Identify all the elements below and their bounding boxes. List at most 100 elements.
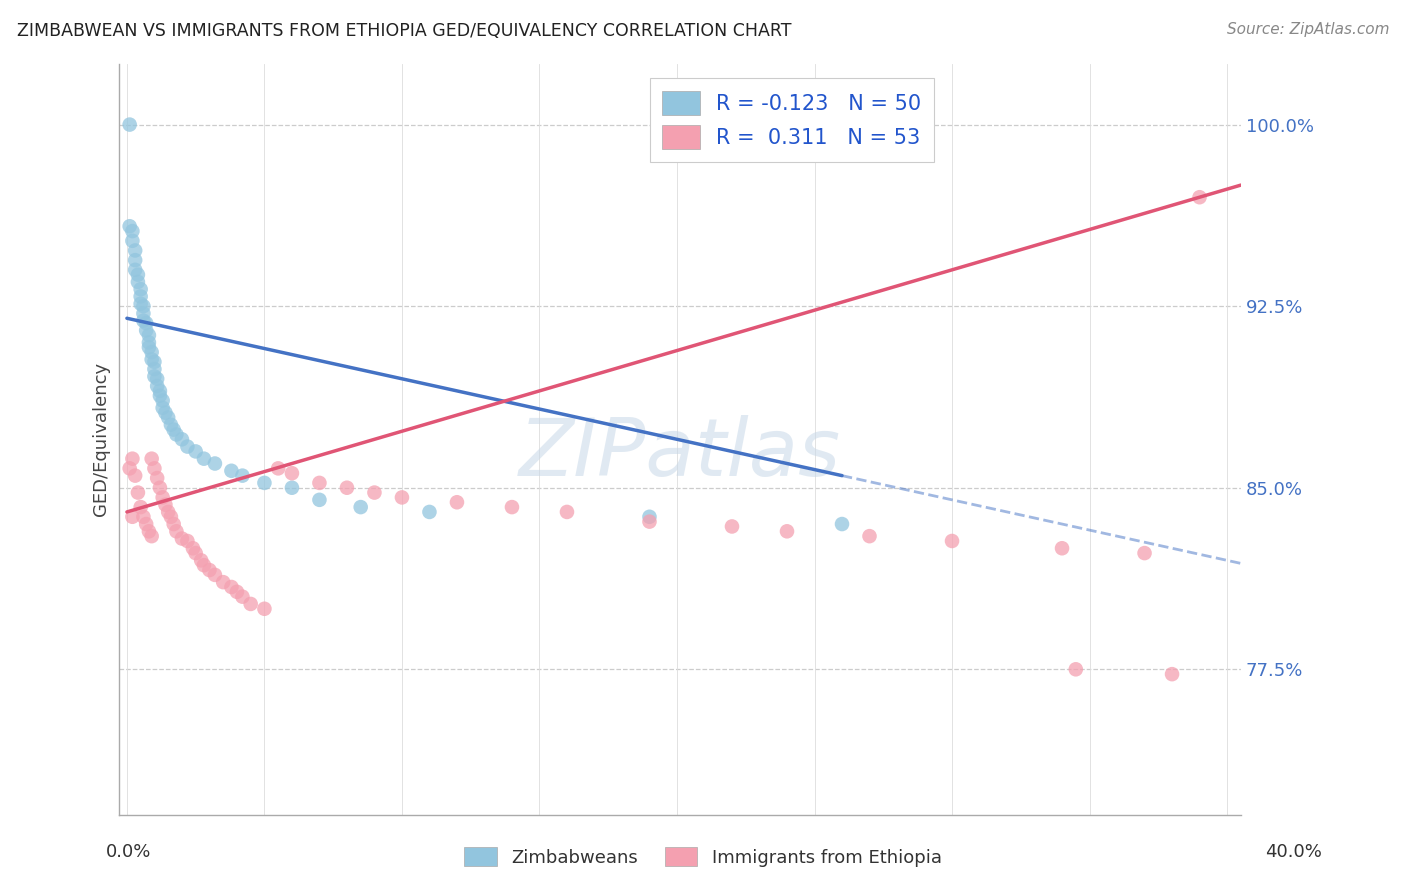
Text: 0.0%: 0.0% <box>105 843 150 861</box>
Point <box>858 529 880 543</box>
Point <box>121 224 143 238</box>
Point <box>135 323 157 337</box>
Text: ZIMBABWEAN VS IMMIGRANTS FROM ETHIOPIA GED/EQUIVALENCY CORRELATION CHART: ZIMBABWEAN VS IMMIGRANTS FROM ETHIOPIA G… <box>17 22 792 40</box>
Point <box>231 590 253 604</box>
Point <box>141 451 163 466</box>
Point <box>231 468 253 483</box>
Point <box>138 340 160 354</box>
Text: ZIPatlas: ZIPatlas <box>519 416 841 493</box>
Point <box>121 234 143 248</box>
Point <box>155 406 177 420</box>
Point <box>253 601 276 615</box>
Point <box>118 461 141 475</box>
Point <box>308 492 330 507</box>
Point <box>163 423 186 437</box>
Point <box>127 275 149 289</box>
Point <box>135 316 157 330</box>
Point <box>501 500 523 514</box>
Point <box>132 509 155 524</box>
Point <box>124 244 146 258</box>
Point <box>138 335 160 350</box>
Point <box>149 384 172 398</box>
Point <box>350 500 373 514</box>
Point <box>239 597 262 611</box>
Point <box>152 393 174 408</box>
Point <box>141 345 163 359</box>
Point <box>146 471 169 485</box>
Point <box>204 457 226 471</box>
Point <box>170 532 193 546</box>
Point <box>132 306 155 320</box>
Point <box>129 500 152 514</box>
Point <box>157 410 180 425</box>
Point <box>155 498 177 512</box>
Point <box>184 444 207 458</box>
Point <box>1133 546 1156 560</box>
Point <box>124 253 146 268</box>
Point <box>143 362 166 376</box>
Point <box>638 515 661 529</box>
Point <box>146 379 169 393</box>
Point <box>221 580 243 594</box>
Text: 40.0%: 40.0% <box>1265 843 1322 861</box>
Point <box>1161 667 1184 681</box>
Point <box>141 529 163 543</box>
Point <box>308 475 330 490</box>
Point <box>149 389 172 403</box>
Legend: Zimbabweans, Immigrants from Ethiopia: Zimbabweans, Immigrants from Ethiopia <box>457 840 949 874</box>
Point <box>152 401 174 415</box>
Point <box>132 314 155 328</box>
Point <box>132 299 155 313</box>
Point <box>184 546 207 560</box>
Point <box>138 328 160 343</box>
Point <box>149 481 172 495</box>
Point <box>163 516 186 531</box>
Point <box>138 524 160 539</box>
Point <box>226 584 249 599</box>
Point <box>129 297 152 311</box>
Point <box>127 268 149 282</box>
Point <box>124 263 146 277</box>
Point <box>135 516 157 531</box>
Point <box>363 485 385 500</box>
Point <box>160 509 183 524</box>
Point <box>165 524 187 539</box>
Y-axis label: GED/Equivalency: GED/Equivalency <box>93 362 110 516</box>
Point <box>776 524 799 539</box>
Point <box>143 461 166 475</box>
Point <box>121 451 143 466</box>
Point <box>129 282 152 296</box>
Point <box>143 355 166 369</box>
Point <box>118 219 141 234</box>
Point <box>941 533 963 548</box>
Point <box>127 485 149 500</box>
Point <box>141 352 163 367</box>
Point <box>193 451 215 466</box>
Point <box>118 118 141 132</box>
Point <box>160 417 183 432</box>
Point <box>212 575 235 590</box>
Point <box>1188 190 1211 204</box>
Point <box>281 466 304 480</box>
Point <box>391 491 413 505</box>
Point <box>831 516 853 531</box>
Point <box>1064 662 1087 676</box>
Text: Source: ZipAtlas.com: Source: ZipAtlas.com <box>1226 22 1389 37</box>
Point <box>281 481 304 495</box>
Point <box>121 509 143 524</box>
Point <box>221 464 243 478</box>
Point <box>143 369 166 384</box>
Point <box>267 461 290 475</box>
Point <box>170 432 193 446</box>
Point <box>165 427 187 442</box>
Point <box>1050 541 1073 556</box>
Point <box>198 563 221 577</box>
Legend: R = -0.123   N = 50, R =  0.311   N = 53: R = -0.123 N = 50, R = 0.311 N = 53 <box>650 78 934 161</box>
Point <box>555 505 578 519</box>
Point <box>190 553 212 567</box>
Point <box>129 289 152 303</box>
Point <box>181 541 204 556</box>
Point <box>204 567 226 582</box>
Point <box>193 558 215 573</box>
Point <box>146 372 169 386</box>
